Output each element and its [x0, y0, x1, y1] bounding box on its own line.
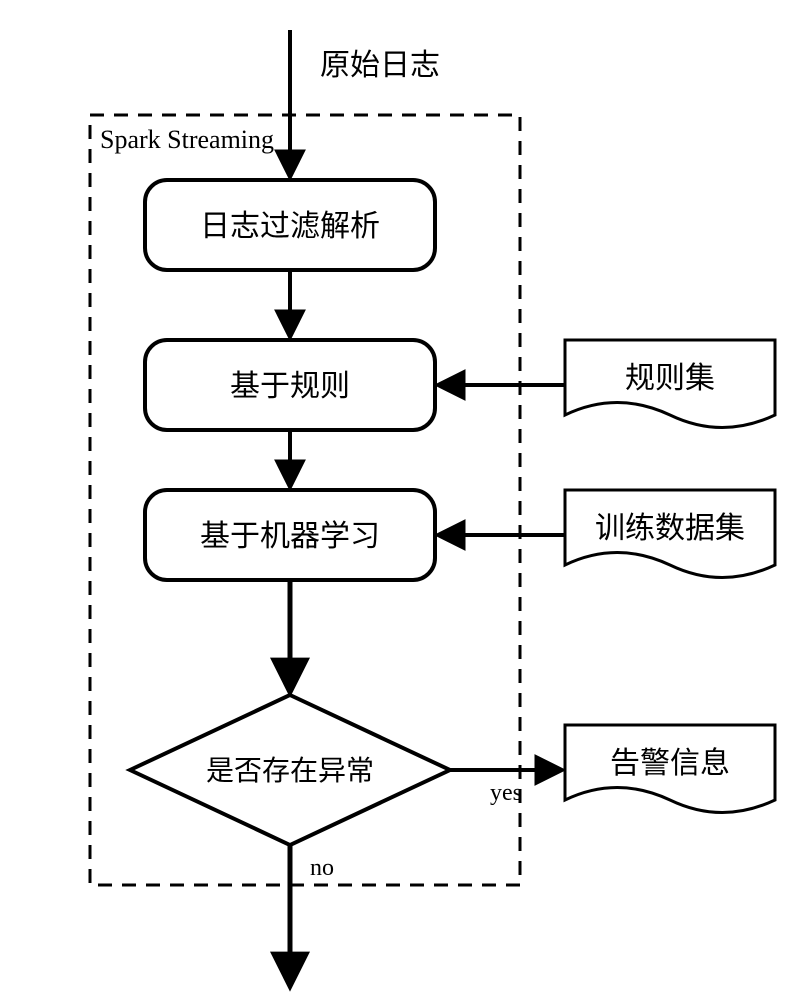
- node-trainset-label: 训练数据集: [595, 512, 745, 545]
- node-rule-label: 基于规则: [230, 370, 350, 403]
- raw-log-label: 原始日志: [320, 49, 440, 82]
- node-decision-label: 是否存在异常: [206, 755, 374, 787]
- node-ruleset-label: 规则集: [625, 362, 715, 395]
- node-alarm-label: 告警信息: [610, 747, 730, 780]
- flowchart-canvas: Spark Streaming 原始日志 日志过滤解析 基于规则 基于机器学习 …: [0, 0, 801, 1000]
- node-filter-label: 日志过滤解析: [200, 210, 380, 243]
- edge-yes-label: yes: [490, 780, 522, 806]
- container-label: Spark Streaming: [100, 125, 274, 154]
- node-ml-label: 基于机器学习: [200, 520, 380, 553]
- edge-no-label: no: [310, 855, 334, 881]
